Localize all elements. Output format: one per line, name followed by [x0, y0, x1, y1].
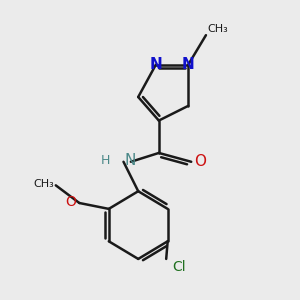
Text: O: O [194, 154, 206, 169]
Text: H: H [101, 154, 110, 167]
Text: CH₃: CH₃ [207, 24, 228, 34]
Text: N: N [182, 57, 195, 72]
Text: CH₃: CH₃ [34, 179, 54, 189]
Text: Cl: Cl [172, 260, 186, 274]
Text: O: O [65, 194, 76, 208]
Text: N: N [125, 153, 136, 168]
Text: N: N [149, 57, 162, 72]
